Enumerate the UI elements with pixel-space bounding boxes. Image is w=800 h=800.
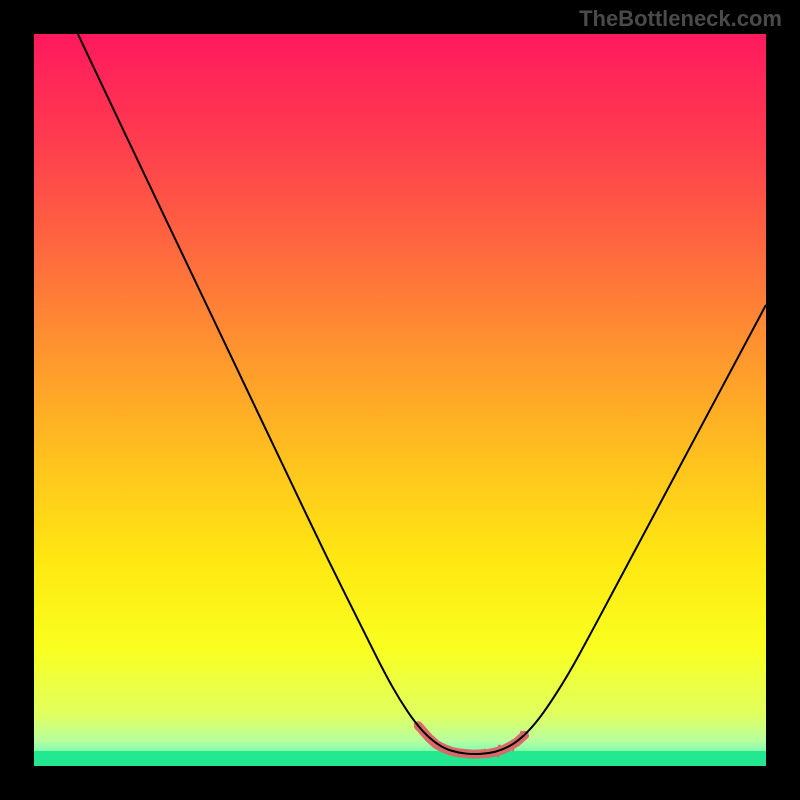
chart-plot-area xyxy=(34,34,766,766)
watermark-text: TheBottleneck.com xyxy=(579,6,782,32)
chart-curve-line xyxy=(34,34,766,766)
